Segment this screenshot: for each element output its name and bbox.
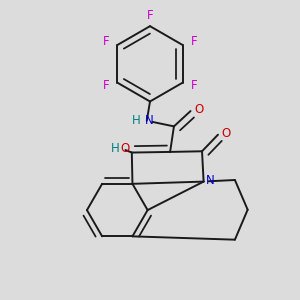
Text: F: F bbox=[103, 35, 109, 48]
Text: F: F bbox=[103, 80, 109, 92]
Text: O: O bbox=[194, 103, 203, 116]
Text: N: N bbox=[145, 114, 154, 127]
Text: H: H bbox=[111, 142, 120, 155]
Text: H: H bbox=[132, 114, 141, 127]
Text: F: F bbox=[191, 35, 197, 48]
Text: O: O bbox=[222, 127, 231, 140]
Text: F: F bbox=[147, 10, 153, 22]
Text: F: F bbox=[191, 80, 197, 92]
Text: N: N bbox=[206, 175, 214, 188]
Text: O: O bbox=[121, 142, 130, 155]
